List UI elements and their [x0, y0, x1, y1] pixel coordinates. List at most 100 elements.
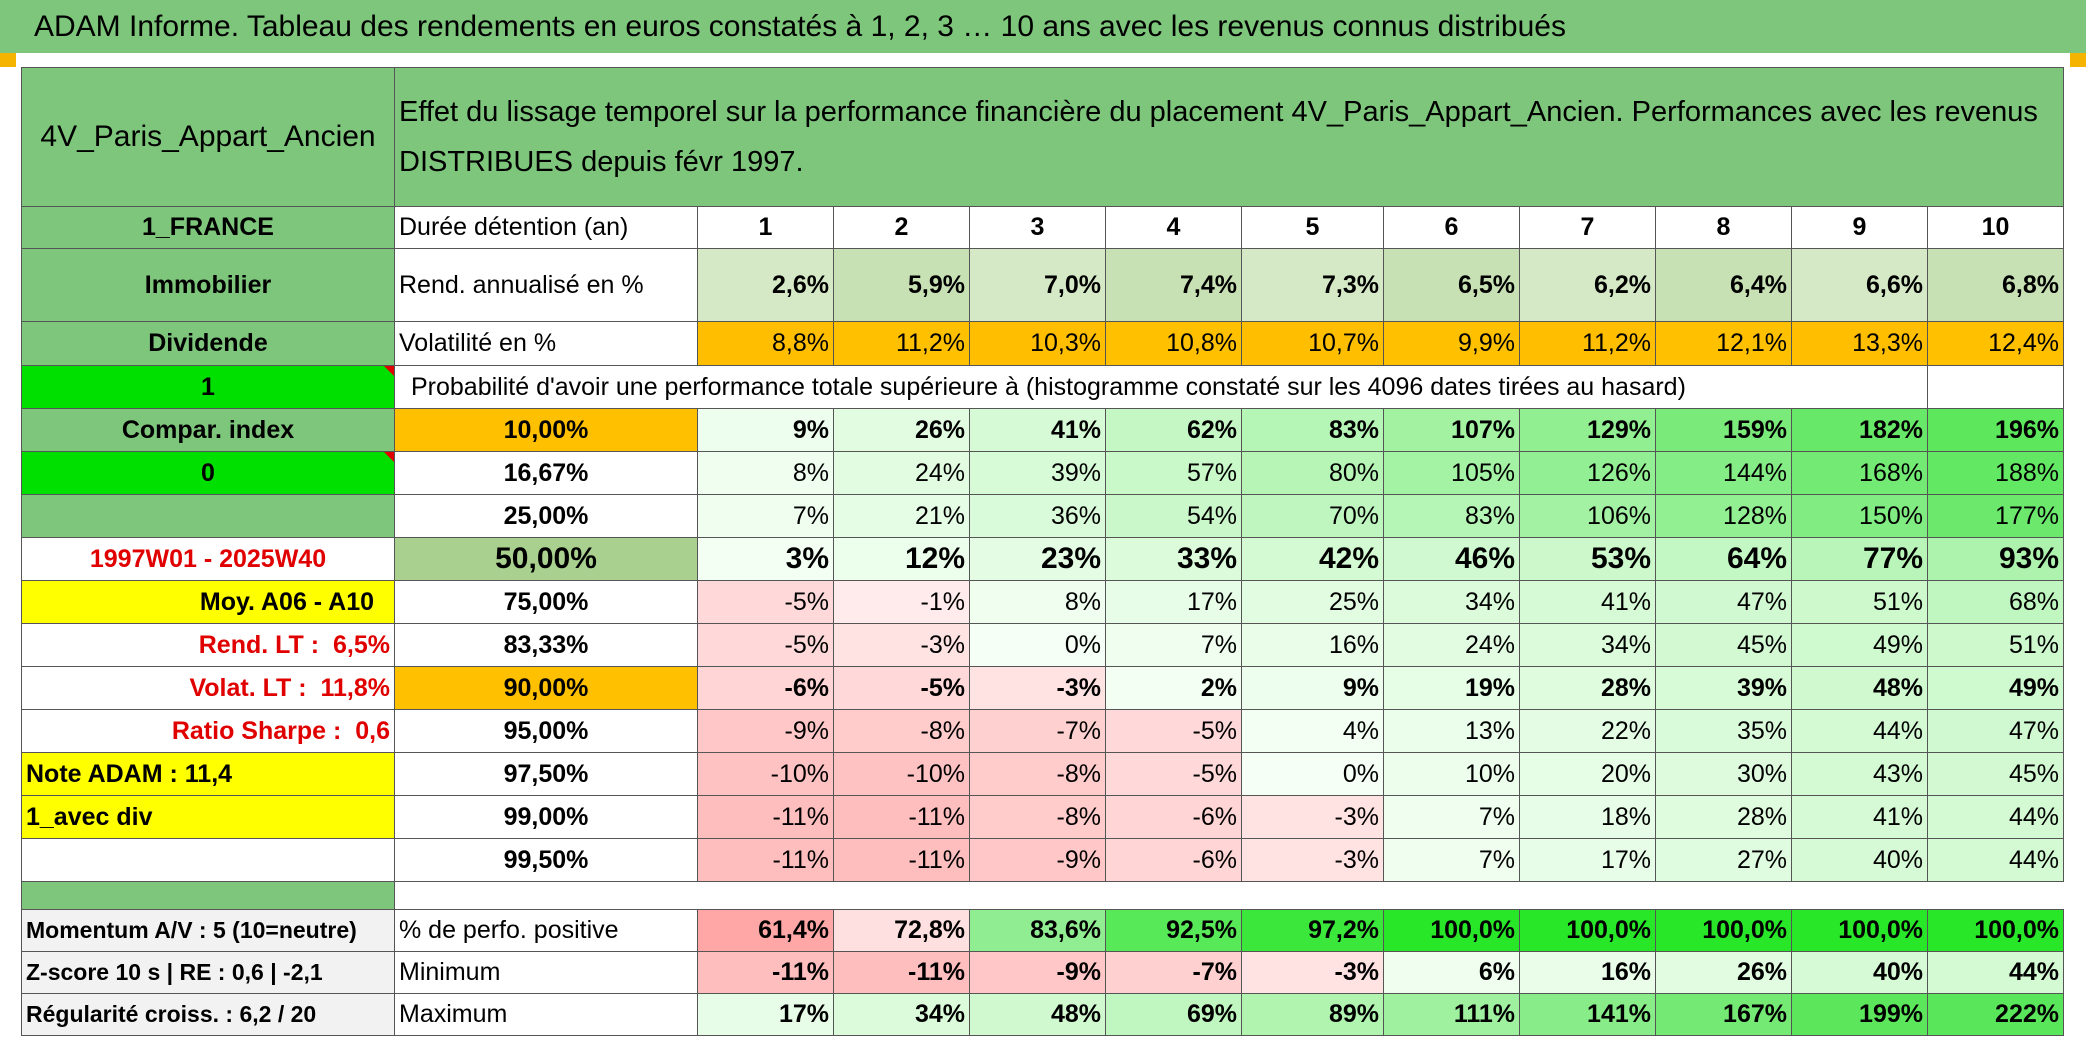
minimum-cell: -9%: [969, 951, 1106, 994]
percentile-cell: 43%: [1791, 752, 1928, 796]
percentile-cell: -3%: [969, 666, 1106, 710]
percentile-cell: 23%: [969, 537, 1106, 581]
percentile-label: 10,00%: [394, 408, 698, 452]
percentile-cell: 25%: [1241, 580, 1384, 624]
volatility-cell: 11,2%: [1519, 321, 1656, 366]
minimum-cell: -11%: [697, 951, 834, 994]
percentile-cell: 182%: [1791, 408, 1928, 452]
adam-note: Note ADAM : 11,4: [21, 752, 395, 796]
percentile-row: Note ADAM : 11,4 97,50% -10% -10% -8% -5% 0% 10…: [21, 752, 2064, 796]
maximum-cell: 167%: [1655, 993, 1792, 1036]
minimum-cell: -7%: [1105, 951, 1242, 994]
percentile-cell: 83%: [1241, 408, 1384, 452]
percentile-row: Compar. index 10,00% 9% 26% 41% 62% 83% 107% 129…: [21, 408, 2064, 452]
percentile-cell: 57%: [1105, 451, 1242, 495]
year-header: 3: [969, 206, 1106, 249]
page-title: ADAM Informe. Tableau des rendements en …: [0, 0, 2086, 53]
percentile-cell: -5%: [833, 666, 970, 710]
percentile-cell: -7%: [969, 709, 1106, 753]
duration-label: Durée détention (an): [394, 206, 698, 249]
percentile-cell: 44%: [1927, 838, 2064, 882]
maximum-cell: 48%: [969, 993, 1106, 1036]
percentile-cell: 177%: [1927, 494, 2064, 538]
annual-return-cell: 7,4%: [1105, 248, 1242, 322]
compar-index-label: Compar. index: [21, 408, 395, 452]
maximum-cell: 34%: [833, 993, 970, 1036]
percentile-cell: 28%: [1519, 666, 1656, 710]
percentile-cell: 144%: [1655, 451, 1792, 495]
percentile-cell: 21%: [833, 494, 970, 538]
percentile-cell: 46%: [1383, 537, 1520, 581]
year-header: 1: [697, 206, 834, 249]
percentile-cell: -9%: [697, 709, 834, 753]
percentile-cell: 93%: [1927, 537, 2064, 581]
asset-name: 4V_Paris_Appart_Ancien: [21, 67, 395, 207]
percentile-row: 1997W01 - 2025W40 50,00% 3% 12% 23% 33% 42% 46%…: [21, 537, 2064, 581]
empty-cell: [1927, 365, 2064, 409]
volatility-cell: 12,1%: [1655, 321, 1792, 366]
positive-perf-cell: 100,0%: [1927, 909, 2064, 952]
year-header: 10: [1927, 206, 2064, 249]
flag-0: 0: [21, 451, 395, 495]
percentile-cell: -5%: [697, 623, 834, 667]
percentile-row: Moy. A06 - A10 75,00% -5% -1% 8% 17% 25% 34% 41%…: [21, 580, 2064, 624]
percentile-cell: 7%: [1383, 795, 1520, 839]
percentile-cell: 18%: [1519, 795, 1656, 839]
long-term-volatility-label: Volat. LT :: [189, 673, 307, 702]
volatility-cell: 8,8%: [697, 321, 834, 366]
percentile-cell: 34%: [1383, 580, 1520, 624]
maximum-cell: 17%: [697, 993, 834, 1036]
percentile-cell: 34%: [1519, 623, 1656, 667]
percentile-cell: -11%: [833, 795, 970, 839]
percentile-cell: -5%: [1105, 709, 1242, 753]
percentile-cell: 9%: [697, 408, 834, 452]
percentile-cell: 44%: [1927, 795, 2064, 839]
percentile-cell: 42%: [1241, 537, 1384, 581]
minimum-cell: 26%: [1655, 951, 1792, 994]
percentile-cell: 24%: [1383, 623, 1520, 667]
percentile-cell: 10%: [1383, 752, 1520, 796]
percentile-row: Volat. LT : 11,8% 90,00% -6% -5% -3% 2% 9% 19% 2…: [21, 666, 2064, 710]
minimum-cell: 16%: [1519, 951, 1656, 994]
percentile-cell: 33%: [1105, 537, 1242, 581]
volatility-label: Volatilité en %: [394, 321, 698, 366]
percentile-cell: 0%: [1241, 752, 1384, 796]
percentile-cell: 16%: [1241, 623, 1384, 667]
percentile-label: 99,50%: [394, 838, 698, 882]
positive-perf-cell: 100,0%: [1791, 909, 1928, 952]
percentile-cell: 26%: [833, 408, 970, 452]
percentile-cell: 7%: [1383, 838, 1520, 882]
percentile-cell: 39%: [969, 451, 1106, 495]
percentile-cell: 54%: [1105, 494, 1242, 538]
annual-return-cell: 6,4%: [1655, 248, 1792, 322]
percentile-cell: 64%: [1655, 537, 1792, 581]
percentile-label: 97,50%: [394, 752, 698, 796]
maximum-label: Maximum: [394, 993, 698, 1036]
percentile-cell: 2%: [1105, 666, 1242, 710]
percentile-cell: 47%: [1927, 709, 2064, 753]
flag-1: 1: [21, 365, 395, 409]
percentile-label: 95,00%: [394, 709, 698, 753]
sharpe-ratio-value: 0,6: [355, 716, 390, 745]
percentile-cell: 41%: [1519, 580, 1656, 624]
percentile-row: 1_avec div 99,00% -11% -11% -8% -6% -3% 7% 18% 28…: [21, 795, 2064, 839]
positive-perf-cell: 97,2%: [1241, 909, 1384, 952]
percentile-label: 99,00%: [394, 795, 698, 839]
percentile-cell: -11%: [697, 838, 834, 882]
percentile-row: Rend. LT : 6,5% 83,33% -5% -3% 0% 7% 16% 24% 34%…: [21, 623, 2064, 667]
minimum-label: Minimum: [394, 951, 698, 994]
percentile-label: 50,00%: [394, 537, 698, 581]
percentile-cell: -3%: [1241, 795, 1384, 839]
percentile-cell: -10%: [697, 752, 834, 796]
percentile-cell: 53%: [1519, 537, 1656, 581]
positive-perf-cell: 100,0%: [1519, 909, 1656, 952]
maximum-cell: 69%: [1105, 993, 1242, 1036]
percentile-cell: -11%: [833, 838, 970, 882]
percentile-row: Ratio Sharpe : 0,6 95,00% -9% -8% -7% -5% 4% 13…: [21, 709, 2064, 753]
percentile-cell: 49%: [1791, 623, 1928, 667]
percentile-cell: 36%: [969, 494, 1106, 538]
percentile-cell: 9%: [1241, 666, 1384, 710]
year-header: 6: [1383, 206, 1520, 249]
blank-cell: [21, 838, 395, 882]
zscore-label: Z-score 10 s | RE : 0,6 | -2,1: [21, 951, 395, 994]
